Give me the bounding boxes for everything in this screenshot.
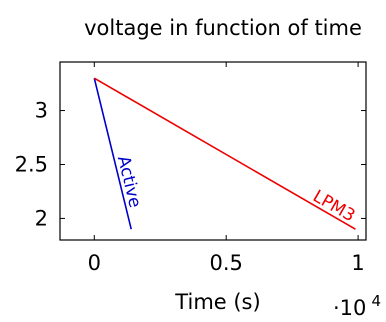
chart-title: voltage in function of time — [84, 16, 362, 40]
series-label-lpm3: LPM3 — [309, 186, 358, 226]
x-tick-label: 0.5 — [209, 251, 242, 275]
x-axis-ticks: 0 0.5 1 — [88, 62, 365, 275]
x-scale-base: ·10 — [333, 296, 366, 320]
x-scale-exponent: 4 — [372, 292, 382, 310]
data-series: Active LPM3 — [93, 77, 358, 230]
y-tick-label: 2 — [35, 206, 48, 230]
x-axis-label: Time (s) — [174, 290, 260, 314]
series-line-active — [93, 77, 133, 230]
x-axis-scale-label: ·10 4 — [333, 292, 381, 320]
y-axis-ticks: 22.53 — [15, 99, 366, 230]
series-line-lpm3 — [93, 77, 356, 230]
y-tick-label: 3 — [35, 99, 48, 123]
y-tick-label: 2.5 — [15, 152, 48, 176]
x-tick-label: 1 — [351, 251, 364, 275]
plot-frame — [59, 61, 367, 241]
x-tick-label: 0 — [88, 251, 101, 275]
series-label-active: Active — [113, 154, 145, 210]
